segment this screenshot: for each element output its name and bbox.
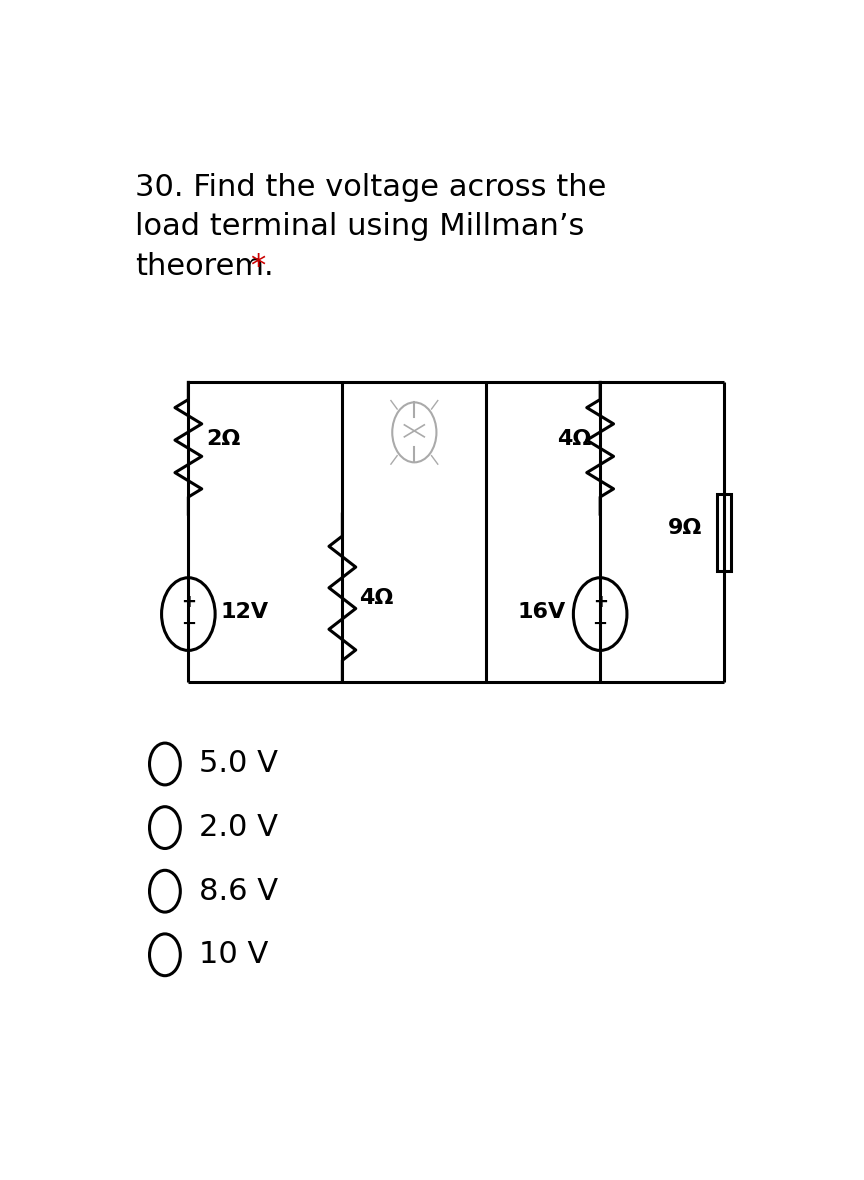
Text: theorem.: theorem. <box>135 251 273 281</box>
Text: load terminal using Millman’s: load terminal using Millman’s <box>135 212 584 242</box>
Text: +: + <box>181 594 196 611</box>
Bar <box>716 493 732 571</box>
Text: 2.0 V: 2.0 V <box>199 813 278 843</box>
Text: 4Ω: 4Ω <box>556 430 591 450</box>
Text: 9Ω: 9Ω <box>668 518 702 538</box>
Text: 8.6 V: 8.6 V <box>199 877 278 906</box>
Text: 2Ω: 2Ω <box>206 430 241 450</box>
Text: −: − <box>593 615 607 634</box>
Text: *: * <box>250 251 265 281</box>
Text: 10 V: 10 V <box>199 940 269 969</box>
Text: +: + <box>593 594 607 611</box>
Text: 5.0 V: 5.0 V <box>199 749 278 779</box>
Text: −: − <box>181 615 196 634</box>
Text: 16V: 16V <box>517 602 565 622</box>
Text: 12V: 12V <box>220 602 269 622</box>
Text: 4Ω: 4Ω <box>359 588 393 608</box>
Text: 30. Find the voltage across the: 30. Find the voltage across the <box>135 173 607 203</box>
